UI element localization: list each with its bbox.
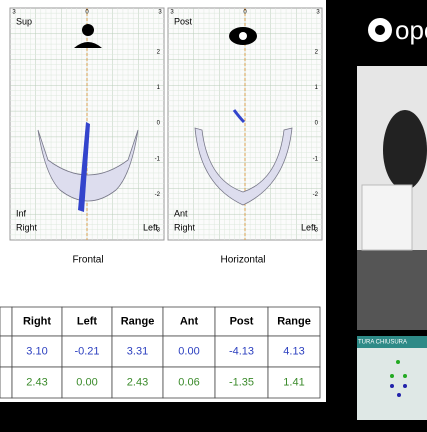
y-tick-label: 0 xyxy=(315,121,319,127)
table-header: Range xyxy=(121,315,155,327)
dot xyxy=(403,374,407,378)
y-tick-label: 0 xyxy=(157,121,161,127)
corner-label: Inf xyxy=(16,208,27,218)
x-tick-label: 0 xyxy=(85,10,89,16)
dot xyxy=(397,393,401,397)
corner-label: Sup xyxy=(16,16,32,26)
y-tick-label: -3 xyxy=(155,228,161,234)
table-header: Post xyxy=(230,315,254,327)
dot xyxy=(403,384,407,388)
y-tick-label: 2 xyxy=(315,49,319,55)
side-label: Right xyxy=(16,222,38,232)
table-cell: 4.13 xyxy=(283,345,304,357)
table-cell: 0.00 xyxy=(178,345,199,357)
cell xyxy=(162,366,216,399)
table-cell: 2.43 xyxy=(127,376,148,388)
x-tick-label: 3 xyxy=(170,10,174,16)
video-bg xyxy=(357,250,427,330)
table-header: Right xyxy=(23,315,51,327)
cell xyxy=(0,366,13,399)
cell xyxy=(11,306,63,337)
table-cell: -0.21 xyxy=(74,345,99,357)
table-cell: -4.13 xyxy=(229,345,254,357)
table-header: Ant xyxy=(180,315,199,327)
table-cell: 2.43 xyxy=(26,376,47,388)
cell xyxy=(0,306,13,337)
jaw-frontal xyxy=(37,129,139,202)
cell xyxy=(267,366,321,399)
y-tick-label: -2 xyxy=(155,192,161,198)
cell xyxy=(214,335,269,368)
caption: Frontal xyxy=(72,255,103,266)
x-tick-label: 3 xyxy=(12,10,16,16)
panel-title: TURA CHIUSURA xyxy=(358,340,407,346)
panel-header xyxy=(357,336,427,348)
trace-horizontal xyxy=(232,109,246,124)
table-header: Range xyxy=(277,315,311,327)
table-cell: 0.06 xyxy=(178,376,199,388)
logo-icon xyxy=(375,25,385,35)
corner-label: Post xyxy=(174,16,193,26)
x-tick-label: 0 xyxy=(243,10,247,16)
head-icon xyxy=(74,42,102,48)
caption: Horizontal xyxy=(220,255,265,266)
device xyxy=(361,184,413,251)
y-tick-label: -3 xyxy=(313,228,319,234)
dot xyxy=(390,374,394,378)
logo: ope xyxy=(395,15,427,45)
y-tick-label: 1 xyxy=(315,85,319,91)
cell xyxy=(214,366,269,399)
head-icon xyxy=(239,32,247,40)
person xyxy=(383,110,427,190)
cell xyxy=(61,366,113,399)
y-tick-label: -2 xyxy=(313,192,319,198)
dot xyxy=(390,384,394,388)
table-cell: -1.35 xyxy=(229,376,254,388)
cell xyxy=(111,306,164,337)
y-tick-label: 2 xyxy=(157,49,161,55)
cell xyxy=(0,335,13,368)
y-tick-label: -1 xyxy=(155,156,161,162)
trace-frontal xyxy=(78,122,90,212)
table-cell: 3.31 xyxy=(127,345,148,357)
cell xyxy=(11,335,63,368)
x-tick-label: 3 xyxy=(316,10,320,16)
y-tick-label: 1 xyxy=(157,85,161,91)
side-label: Right xyxy=(174,222,196,232)
jaw-horizontal xyxy=(194,127,293,206)
table-cell: 0.00 xyxy=(76,376,97,388)
table-header: Left xyxy=(77,315,98,327)
cell xyxy=(214,306,269,337)
x-tick-label: 3 xyxy=(158,10,162,16)
head-icon xyxy=(82,24,94,36)
table-cell: 1.41 xyxy=(283,376,304,388)
table-cell: 3.10 xyxy=(26,345,47,357)
cell xyxy=(111,366,164,399)
dot xyxy=(396,360,400,364)
side-label: Left xyxy=(143,222,159,232)
cell xyxy=(162,306,216,337)
cell xyxy=(111,335,164,368)
side-label: Left xyxy=(301,222,317,232)
corner-label: Ant xyxy=(174,208,188,218)
y-tick-label: -1 xyxy=(313,156,319,162)
